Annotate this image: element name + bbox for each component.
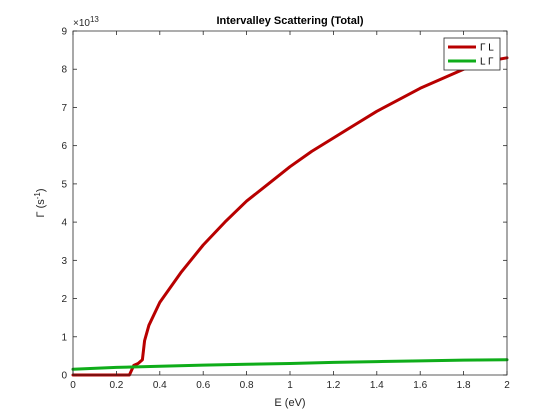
x-tick-label: 1 bbox=[287, 380, 293, 391]
x-axis-label: E (eV) bbox=[274, 397, 305, 409]
x-tick-label: 0.6 bbox=[196, 380, 210, 391]
y-tick-label: 4 bbox=[61, 218, 67, 229]
x-tick-label: 1.6 bbox=[413, 380, 427, 391]
y-tick-label: 9 bbox=[61, 27, 67, 38]
y-exponent-label: ×1013 bbox=[73, 15, 99, 29]
y-axis-label-end: ) bbox=[35, 188, 47, 192]
svg-text:×1013: ×1013 bbox=[73, 15, 99, 29]
series-layer bbox=[71, 56, 509, 377]
x-tick-label: 1.4 bbox=[370, 380, 384, 391]
x-axis: 0 0.2 0.4 0.6 0.8 1 1.2 1.4 1.6 1.8 2 bbox=[70, 31, 510, 391]
x-tick-label: 0.2 bbox=[109, 380, 123, 391]
x-tick-label: 1.2 bbox=[326, 380, 340, 391]
legend-label-1: Γ L bbox=[480, 43, 494, 54]
legend-box bbox=[443, 37, 501, 71]
y-tick-label: 8 bbox=[61, 65, 67, 76]
plot-area: 0 0.2 0.4 0.6 0.8 1 1.2 1.4 1.6 1.8 2 0 1 2 3 4 5 6 7 8 9 bbox=[61, 27, 510, 392]
y-tick-label: 5 bbox=[61, 179, 67, 190]
x-tick-label: 1.8 bbox=[457, 380, 471, 391]
legend: Γ L L Γ bbox=[443, 37, 501, 71]
x-tick-label: 2 bbox=[504, 380, 510, 391]
y-axis-label-base: Γ (s bbox=[35, 199, 47, 218]
y-axis-label: Γ (s-1) bbox=[33, 188, 47, 217]
x-tick-label: 0 bbox=[70, 380, 76, 391]
axes-background bbox=[73, 31, 507, 375]
y-tick-label: 6 bbox=[61, 141, 67, 152]
series-line-1 bbox=[71, 56, 509, 377]
x-tick-label: 0.8 bbox=[240, 380, 254, 391]
y-tick-label: 1 bbox=[61, 332, 67, 343]
x-tick-label: 0.4 bbox=[153, 380, 167, 391]
y-axis: 0 1 2 3 4 5 6 7 8 9 bbox=[61, 27, 507, 382]
y-tick-label: 3 bbox=[61, 256, 67, 267]
y-tick-label: 0 bbox=[61, 371, 67, 382]
y-exponent-power: 13 bbox=[90, 15, 99, 24]
y-tick-label: 2 bbox=[61, 294, 67, 305]
y-tick-label: 7 bbox=[61, 103, 67, 114]
y-axis-label-sup: -1 bbox=[33, 192, 42, 200]
series-line-2 bbox=[71, 358, 509, 371]
chart-title: Intervalley Scattering (Total) bbox=[216, 15, 363, 27]
y-exponent-base: ×10 bbox=[73, 18, 90, 29]
legend-label-2: L Γ bbox=[480, 57, 494, 68]
